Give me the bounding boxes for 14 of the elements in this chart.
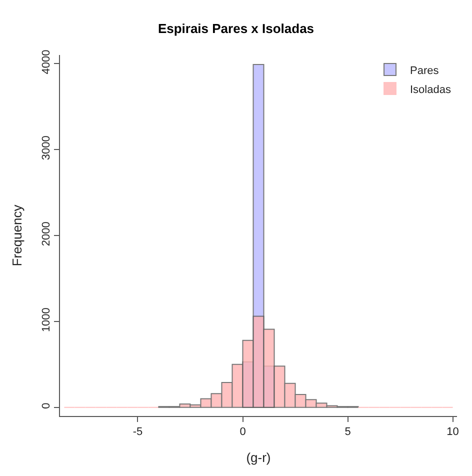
y-tick-label: 4000 bbox=[40, 50, 53, 74]
x-tick-label: 0 bbox=[240, 426, 246, 438]
y-tick-label: 2000 bbox=[40, 222, 53, 246]
y-tick-label: 1000 bbox=[40, 308, 53, 332]
x-axis-title: (g-r) bbox=[246, 450, 271, 465]
x-tick-label: -5 bbox=[132, 426, 143, 438]
legend-label: Pares bbox=[410, 64, 440, 77]
y-tick-label: 3000 bbox=[40, 136, 53, 160]
legend-label: Isoladas bbox=[410, 84, 452, 96]
chart-title: Espirais Pares x Isoladas bbox=[158, 20, 314, 36]
x-tick-label: 10 bbox=[446, 426, 459, 438]
y-axis-title: Frequency bbox=[10, 204, 25, 266]
y-tick-label: 0 bbox=[40, 402, 53, 409]
x-tick-label: 5 bbox=[344, 426, 351, 438]
